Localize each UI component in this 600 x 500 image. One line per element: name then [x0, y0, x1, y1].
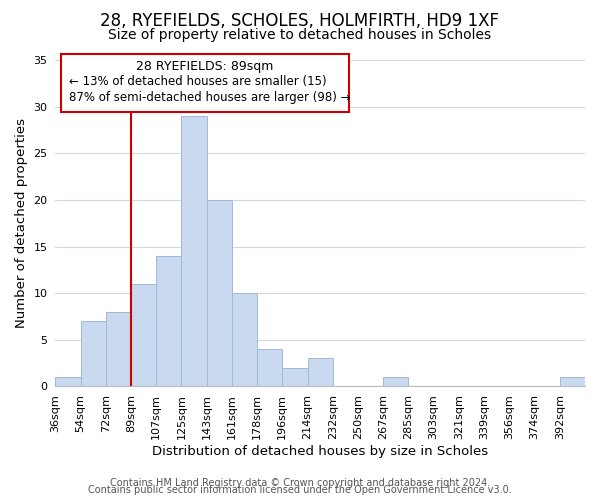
Bar [232, 293, 257, 386]
Bar [106, 312, 131, 386]
FancyBboxPatch shape [61, 54, 349, 112]
Bar [308, 358, 333, 386]
Bar [283, 368, 308, 386]
Text: ← 13% of detached houses are smaller (15): ← 13% of detached houses are smaller (15… [68, 75, 326, 88]
Text: 28 RYEFIELDS: 89sqm: 28 RYEFIELDS: 89sqm [136, 60, 274, 73]
Text: Size of property relative to detached houses in Scholes: Size of property relative to detached ho… [109, 28, 491, 42]
Text: 87% of semi-detached houses are larger (98) →: 87% of semi-detached houses are larger (… [68, 91, 350, 104]
Bar [257, 349, 283, 387]
Bar [206, 200, 232, 386]
Text: Contains HM Land Registry data © Crown copyright and database right 2024.: Contains HM Land Registry data © Crown c… [110, 478, 490, 488]
Text: Contains public sector information licensed under the Open Government Licence v3: Contains public sector information licen… [88, 485, 512, 495]
Bar [181, 116, 206, 386]
Y-axis label: Number of detached properties: Number of detached properties [15, 118, 28, 328]
Bar [560, 377, 585, 386]
Bar [55, 377, 80, 386]
Bar [131, 284, 156, 386]
X-axis label: Distribution of detached houses by size in Scholes: Distribution of detached houses by size … [152, 444, 488, 458]
Bar [383, 377, 409, 386]
Text: 28, RYEFIELDS, SCHOLES, HOLMFIRTH, HD9 1XF: 28, RYEFIELDS, SCHOLES, HOLMFIRTH, HD9 1… [101, 12, 499, 30]
Bar [80, 321, 106, 386]
Bar [156, 256, 181, 386]
